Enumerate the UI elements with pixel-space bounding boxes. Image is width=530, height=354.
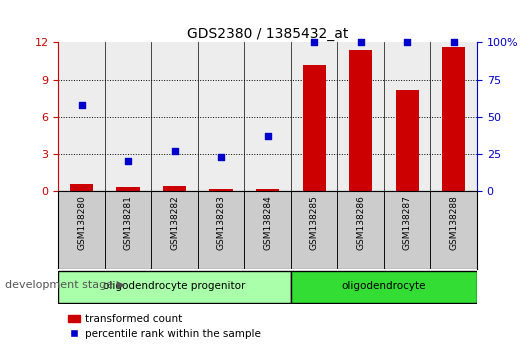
Title: GDS2380 / 1385432_at: GDS2380 / 1385432_at — [187, 28, 348, 41]
Text: oligodendrocyte progenitor: oligodendrocyte progenitor — [103, 281, 246, 291]
Bar — [209, 189, 233, 191]
Bar — [442, 47, 465, 191]
Point — [217, 154, 225, 160]
Bar — [430, 42, 477, 191]
Bar — [384, 42, 430, 191]
Text: GSM138288: GSM138288 — [449, 195, 458, 250]
Bar — [105, 42, 152, 191]
Bar — [244, 42, 291, 191]
Point — [124, 159, 132, 164]
Point — [357, 40, 365, 45]
Bar — [395, 90, 419, 191]
Bar — [152, 42, 198, 191]
Bar — [349, 50, 372, 191]
Text: oligodendrocyte: oligodendrocyte — [342, 281, 426, 291]
Bar — [70, 184, 93, 191]
Text: GSM138280: GSM138280 — [77, 195, 86, 250]
Text: GSM138287: GSM138287 — [403, 195, 412, 250]
Bar — [58, 271, 291, 303]
Text: GSM138285: GSM138285 — [310, 195, 319, 250]
Text: GSM138283: GSM138283 — [217, 195, 226, 250]
Point — [310, 40, 319, 45]
Text: GSM138284: GSM138284 — [263, 195, 272, 250]
Legend: transformed count, percentile rank within the sample: transformed count, percentile rank withi… — [64, 310, 266, 343]
Text: GSM138286: GSM138286 — [356, 195, 365, 250]
Text: GSM138282: GSM138282 — [170, 195, 179, 250]
Bar — [291, 271, 477, 303]
Point — [263, 133, 272, 139]
Point — [77, 102, 86, 108]
Bar — [117, 187, 140, 191]
Bar — [338, 42, 384, 191]
Text: development stage ▶: development stage ▶ — [5, 280, 126, 290]
Point — [170, 148, 179, 154]
Bar — [198, 42, 244, 191]
Bar — [303, 65, 326, 191]
Point — [403, 40, 411, 45]
Bar — [58, 42, 105, 191]
Bar — [256, 189, 279, 191]
Bar — [291, 42, 338, 191]
Bar — [163, 185, 186, 191]
Point — [449, 40, 458, 45]
Text: GSM138281: GSM138281 — [123, 195, 132, 250]
